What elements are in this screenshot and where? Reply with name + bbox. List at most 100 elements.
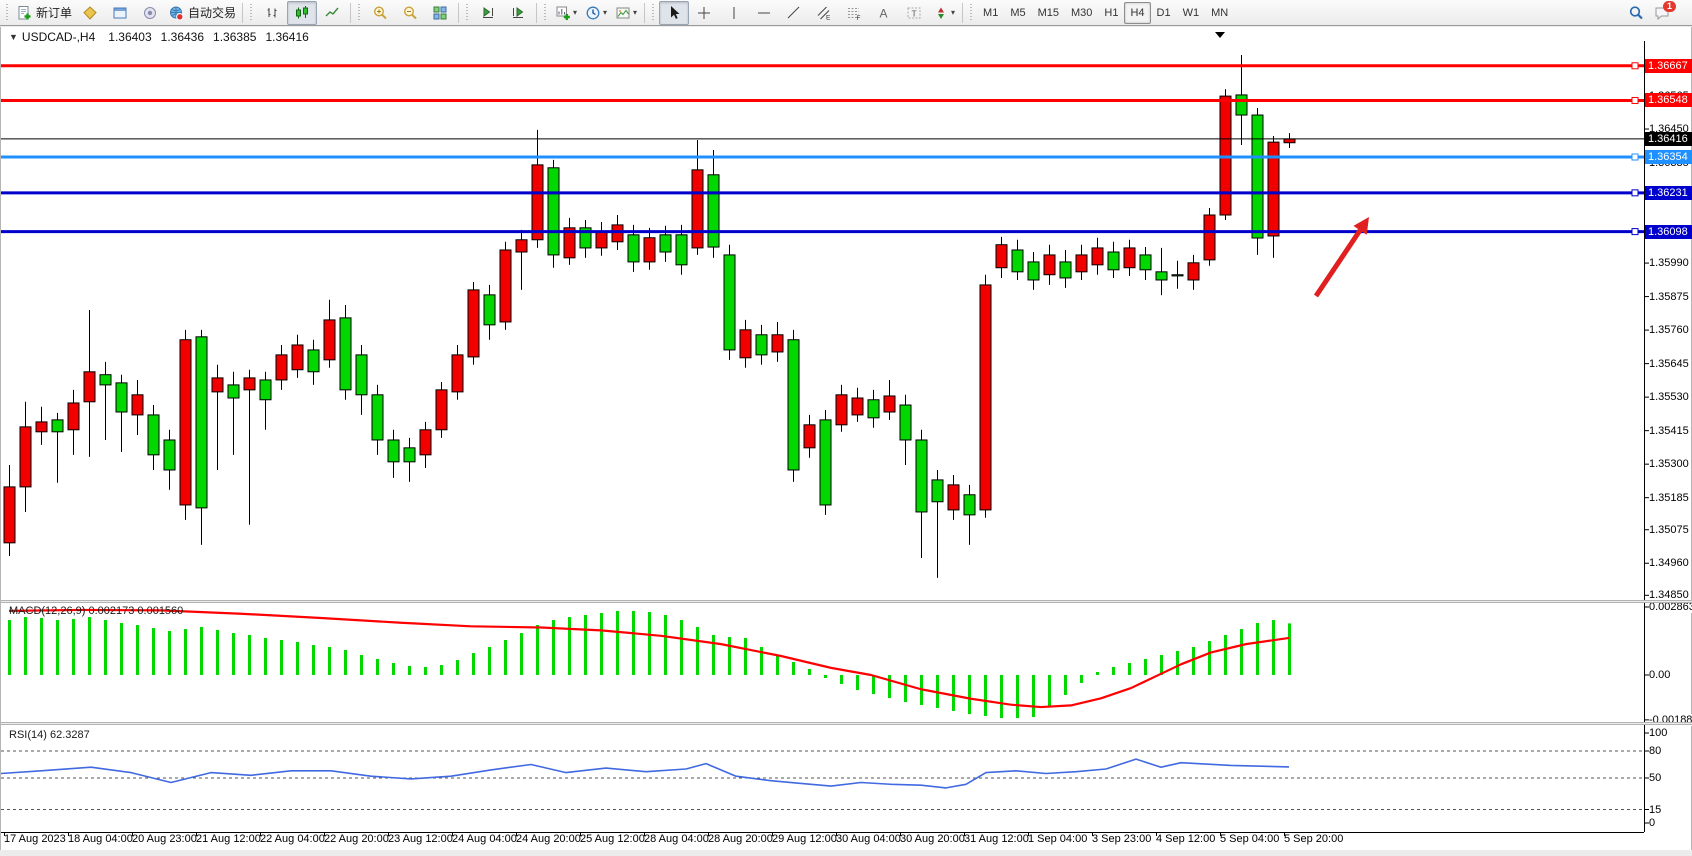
equidistant-channel-button[interactable]: E bbox=[809, 1, 839, 25]
price-badge-1.36098: 1.36098 bbox=[1645, 224, 1692, 239]
level-handle[interactable] bbox=[1631, 228, 1639, 236]
bar-chart-button[interactable] bbox=[257, 1, 287, 25]
toolbar: 新订单 自动交易 ▾ ▾ ▾ E F A T ▾ M1 M5 M15 M30 H1 H4 D1 W1 MN 1 bbox=[0, 0, 1692, 26]
timeframe-m15-button[interactable]: M15 bbox=[1037, 6, 1059, 19]
level-handle[interactable] bbox=[1631, 189, 1639, 197]
text-button[interactable]: A bbox=[869, 1, 899, 25]
date-axis-label: 24 Aug 20:00 bbox=[516, 833, 581, 845]
text-label-button[interactable]: T bbox=[899, 1, 929, 25]
price-chart bbox=[1, 32, 1649, 836]
zoom-in-button[interactable] bbox=[365, 1, 395, 25]
price-axis-label: 1.35415 bbox=[1649, 424, 1691, 437]
timeframe-d1-button[interactable]: D1 bbox=[1156, 6, 1171, 19]
date-axis-label: 4 Sep 12:00 bbox=[1156, 833, 1216, 845]
periods-button[interactable]: ▾ bbox=[581, 1, 611, 25]
timeframe-h1-button[interactable]: H1 bbox=[1104, 6, 1119, 19]
metaeditor-button[interactable] bbox=[75, 1, 105, 25]
auto-trading-button[interactable]: 自动交易 bbox=[165, 1, 239, 25]
trend-arrow-shaft[interactable] bbox=[1313, 228, 1363, 298]
cursor-button[interactable] bbox=[659, 0, 690, 25]
candle-body bbox=[355, 354, 368, 396]
svg-text:T: T bbox=[912, 8, 917, 18]
chart-collapse-icon[interactable]: ▼ bbox=[9, 32, 18, 42]
level-handle[interactable] bbox=[1631, 62, 1639, 70]
candle-body bbox=[243, 377, 256, 391]
candle-body bbox=[115, 382, 128, 413]
candle-body bbox=[931, 479, 944, 503]
templates-button[interactable]: ▾ bbox=[611, 1, 641, 25]
macd-axis-label: 0.00 bbox=[1649, 669, 1673, 681]
candle-body bbox=[531, 164, 544, 241]
candle-body bbox=[1139, 254, 1152, 271]
speaker-icon bbox=[144, 6, 157, 19]
toolbar-right: 1 bbox=[1621, 1, 1686, 25]
price-axis-label: 1.35875 bbox=[1649, 290, 1691, 303]
timeframe-m30-button[interactable]: M30 bbox=[1071, 6, 1093, 19]
candle-body bbox=[51, 419, 64, 433]
horizontal-line-button[interactable] bbox=[749, 1, 779, 25]
candle-body bbox=[19, 426, 32, 488]
timeframe-mn-button[interactable]: MN bbox=[1211, 6, 1229, 19]
new-order-button[interactable]: 新订单 bbox=[13, 1, 75, 25]
level-handle[interactable] bbox=[1631, 96, 1639, 104]
candle-body bbox=[723, 254, 736, 351]
gold-box-icon bbox=[83, 5, 97, 20]
channel-icon: E bbox=[817, 6, 831, 21]
candle-body bbox=[691, 169, 704, 249]
alerts-button[interactable] bbox=[135, 1, 165, 25]
crosshair-button[interactable] bbox=[689, 1, 719, 25]
vertical-line-button[interactable] bbox=[719, 1, 749, 25]
arrows-button[interactable]: ▾ bbox=[929, 1, 959, 25]
tiles-icon bbox=[433, 6, 447, 19]
tline-icon bbox=[787, 6, 800, 18]
new-chart-button[interactable]: ▾ bbox=[551, 1, 581, 25]
date-axis-label: 30 Aug 04:00 bbox=[836, 833, 901, 845]
chart-window-button[interactable] bbox=[105, 1, 135, 25]
candle-body bbox=[131, 394, 144, 416]
trend-arrow-head[interactable] bbox=[1353, 217, 1369, 235]
rsi-axis-label: 100 bbox=[1649, 727, 1670, 739]
timeframe-m5-button[interactable]: M5 bbox=[1010, 6, 1026, 19]
macd-signal-line bbox=[8, 608, 1290, 709]
line-chart-button[interactable] bbox=[317, 1, 347, 25]
trendline-button[interactable] bbox=[779, 1, 809, 25]
candle-body bbox=[563, 227, 576, 259]
timeframe-h4-button[interactable]: H4 bbox=[1124, 1, 1151, 24]
timeframe-m1-button[interactable]: M1 bbox=[983, 6, 999, 19]
chat-button[interactable]: 1 bbox=[1651, 1, 1686, 25]
toolbar-separator bbox=[350, 2, 352, 23]
ohlc-high: 1.36436 bbox=[160, 30, 205, 44]
zoom-out-button[interactable] bbox=[395, 1, 425, 25]
chart-plus-icon bbox=[556, 6, 570, 20]
macd-axis-label: 0.002863 bbox=[1649, 600, 1692, 613]
chart-shift-button[interactable] bbox=[503, 1, 533, 25]
timeframe-w1-button[interactable]: W1 bbox=[1182, 6, 1200, 19]
fibo-icon: F bbox=[848, 7, 861, 21]
tile-windows-button[interactable] bbox=[425, 1, 455, 25]
toolbar-grip bbox=[651, 3, 657, 22]
candle-body bbox=[547, 167, 560, 256]
chart-title-bar: ▼ USDCAD-,H4 1.36403 1.36436 1.36385 1.3… bbox=[9, 30, 309, 44]
toolbar-grip bbox=[543, 3, 549, 22]
toolbar-grip bbox=[465, 3, 471, 22]
candle-body bbox=[643, 237, 656, 263]
rsi-axis-label: 50 bbox=[1649, 772, 1664, 784]
svg-text:E: E bbox=[826, 14, 831, 21]
candle-body bbox=[851, 397, 864, 416]
candle-body bbox=[1203, 214, 1216, 261]
candle-body bbox=[387, 439, 400, 463]
level-handle[interactable] bbox=[1631, 153, 1639, 161]
date-axis-label: 5 Sep 04:00 bbox=[1220, 833, 1280, 845]
candle-body bbox=[803, 424, 816, 449]
fibonacci-button[interactable]: F bbox=[839, 1, 869, 25]
autoscroll-icon bbox=[483, 6, 494, 18]
pane-splitter-rsi[interactable] bbox=[1, 722, 1692, 725]
search-button[interactable] bbox=[1621, 1, 1651, 25]
auto-scroll-button[interactable] bbox=[473, 1, 503, 25]
clock-icon bbox=[586, 6, 600, 19]
arrows-icon bbox=[938, 7, 945, 19]
candlestick-chart-button[interactable] bbox=[287, 0, 318, 25]
vline-icon bbox=[733, 6, 735, 19]
pane-splitter-macd[interactable] bbox=[1, 600, 1692, 603]
price-axis-label: 1.35530 bbox=[1649, 391, 1691, 404]
